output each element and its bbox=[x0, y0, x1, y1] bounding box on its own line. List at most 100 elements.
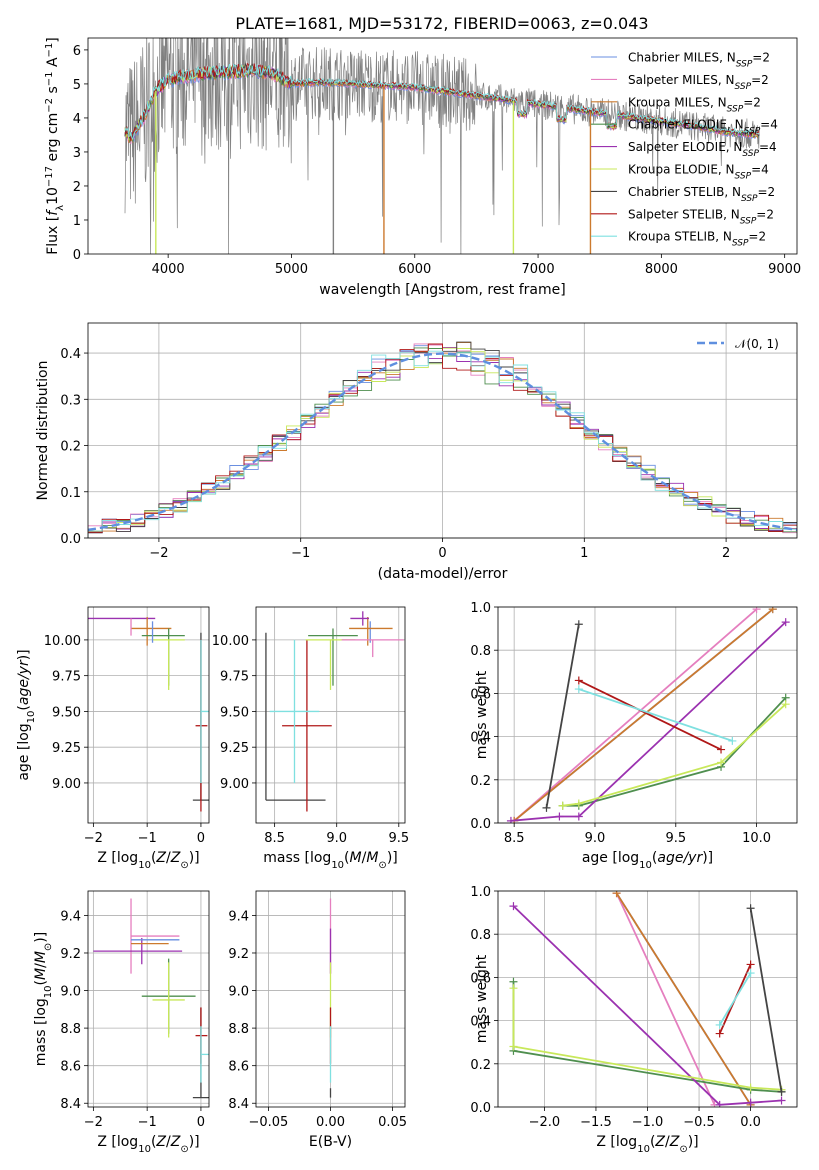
y-tick-label: 8.8 bbox=[228, 1022, 249, 1037]
series-chabrier-stelib bbox=[542, 620, 583, 812]
legend-label: Chabrier ELODIE, NSSP=4 bbox=[628, 118, 778, 137]
y-tick-label: 6 bbox=[73, 44, 81, 59]
series-kroupa-stelib bbox=[715, 969, 755, 1029]
series-kroupa-elodie bbox=[558, 700, 790, 810]
y-tick-label: 4 bbox=[73, 112, 81, 127]
plot-area-weight-vs-Z bbox=[509, 891, 786, 1107]
x-tick-label: 9.5 bbox=[388, 831, 409, 846]
x-tick-label: 0.0 bbox=[740, 1115, 761, 1130]
legend-label: Salpeter MILES, NSSP=2 bbox=[628, 73, 769, 92]
series-chabrier-stelib bbox=[746, 904, 786, 1096]
series-point-marker bbox=[715, 1020, 724, 1029]
plot-area-spectrum bbox=[124, 38, 761, 254]
errorbar-salpeter-stelib bbox=[282, 639, 332, 812]
legend-label: Kroupa STELIB, NSSP=2 bbox=[628, 230, 766, 249]
x-axis-label: E(B-V) bbox=[309, 1134, 352, 1150]
series-point-marker bbox=[574, 676, 583, 685]
legend-label: Salpeter ELODIE, NSSP=4 bbox=[628, 140, 777, 159]
x-axis-label: Z [log10(Z/Z⊙)] bbox=[97, 850, 199, 871]
panel-residuals: −2 −1 0 1 2 0.0 0.1 0.2 0.3 0.4 𝒩(0, 1) (data-model… bbox=[35, 322, 798, 582]
y-tick-label: 9.2 bbox=[228, 947, 249, 962]
x-tick-label: 6000 bbox=[398, 262, 431, 277]
y-tick-label: 0 bbox=[73, 248, 81, 263]
series-line bbox=[718, 972, 752, 1026]
series-line bbox=[615, 892, 752, 1106]
y-tick-label: 9.4 bbox=[60, 909, 81, 924]
histogram-kroupa-stelib bbox=[88, 350, 797, 538]
y-tick-label: 0.6 bbox=[470, 971, 491, 986]
errorbar-salpeter-miles bbox=[130, 898, 180, 974]
x-tick-label: 7000 bbox=[522, 262, 555, 277]
y-tick-label: 0.0 bbox=[60, 532, 81, 547]
series-point-marker bbox=[574, 620, 583, 629]
panel-age-vs-Z: −2 −1 0 9.00 9.25 9.50 9.75 10.00 Z [log10(Z/Z⊙)… bbox=[16, 606, 210, 871]
x-tick-label: 1 bbox=[580, 546, 588, 561]
series-point-marker bbox=[509, 1042, 518, 1051]
panel-mass-vs-Z: −2 −1 0 8.4 8.6 8.8 9.0 9.2 9.4 Z [log10(Z/Z⊙)] ma… bbox=[33, 890, 210, 1155]
x-tick-label: −1 bbox=[138, 831, 157, 846]
y-tick-label: 9.50 bbox=[52, 705, 81, 720]
panel-weight-vs-age: 8.5 9.0 9.5 10.0 0.0 0.2 0.4 0.6 0.8 1.0 age [log1… bbox=[470, 601, 798, 871]
series-point-marker bbox=[715, 1100, 724, 1107]
y-axis-label: Flux [fλ10−17 erg cm−2 s−1 A−1] bbox=[44, 37, 66, 255]
y-axis-label: mass weight bbox=[474, 954, 490, 1043]
y-tick-label: 0.4 bbox=[470, 1015, 491, 1030]
y-tick-label: 0.6 bbox=[470, 687, 491, 702]
y-tick-label: 1.0 bbox=[470, 885, 491, 900]
y-axis-label: age [log10(age/yr)] bbox=[16, 649, 37, 780]
y-tick-label: 9.25 bbox=[220, 741, 249, 756]
errorbar-chabrier-elodie bbox=[308, 628, 358, 686]
y-tick-label: 1 bbox=[73, 214, 81, 229]
axes-frame bbox=[255, 606, 406, 824]
y-tick-label: 0.1 bbox=[60, 486, 81, 501]
series-line bbox=[578, 688, 733, 742]
series-point-marker bbox=[715, 1029, 724, 1038]
legend-label: Kroupa ELODIE, NSSP=4 bbox=[628, 163, 769, 182]
series-point-marker bbox=[752, 607, 761, 614]
errorbar-chabrier-stelib bbox=[265, 632, 326, 801]
x-tick-label: −0.5 bbox=[683, 1115, 715, 1130]
errorbar-salpeter-elodie bbox=[93, 937, 183, 965]
series-point-marker bbox=[717, 758, 726, 767]
panel-mass-vs-ebv: −0.05 0.00 0.05 8.4 8.6 8.8 9.0 9.2 9.4 E(B-V) bbox=[228, 890, 407, 1150]
x-axis-label: mass [log10(M/M⊙)] bbox=[263, 850, 398, 871]
series-point-marker bbox=[506, 816, 515, 823]
series-line bbox=[510, 621, 787, 822]
legend-label: Kroupa MILES, NSSP=2 bbox=[628, 95, 761, 114]
axes-frame bbox=[87, 890, 210, 1108]
x-tick-label: 2 bbox=[722, 546, 730, 561]
y-axis-label: Normed distribution bbox=[35, 361, 51, 501]
y-tick-label: 8.4 bbox=[228, 1097, 249, 1112]
x-tick-label: −0.05 bbox=[248, 1115, 288, 1130]
y-tick-label: 9.2 bbox=[60, 947, 81, 962]
y-tick-label: 1.0 bbox=[470, 601, 491, 616]
axes-frame bbox=[255, 890, 406, 1108]
x-tick-label: 0 bbox=[197, 1115, 205, 1130]
x-tick-label: 8000 bbox=[645, 262, 678, 277]
series-line bbox=[562, 703, 787, 807]
y-tick-label: 0.3 bbox=[60, 393, 81, 408]
series-point-marker bbox=[746, 960, 755, 969]
series-line bbox=[615, 892, 716, 1106]
errorbar-kroupa-miles bbox=[349, 617, 393, 646]
y-tick-label: 9.0 bbox=[228, 985, 249, 1000]
series-point-marker bbox=[728, 736, 737, 745]
y-tick-label: 9.00 bbox=[52, 777, 81, 792]
errorbar-kroupa-elodie bbox=[152, 639, 185, 690]
series-point-marker bbox=[542, 803, 551, 812]
series-line bbox=[512, 905, 782, 1106]
y-tick-label: 0.2 bbox=[470, 774, 491, 789]
y-tick-label: 9.75 bbox=[52, 670, 81, 685]
x-tick-label: 0 bbox=[438, 546, 446, 561]
series-point-marker bbox=[558, 801, 567, 810]
x-tick-label: −1 bbox=[291, 546, 310, 561]
plot-area-age-vs-mass bbox=[265, 611, 404, 812]
y-tick-label: 0.4 bbox=[470, 731, 491, 746]
legend-label: Chabrier STELIB, NSSP=2 bbox=[628, 185, 775, 204]
plot-layer: 4000 5000 6000 7000 8000 9000 0 1 2 3 4 5 6 Chabrier … bbox=[16, 37, 801, 1155]
x-tick-label: 0 bbox=[197, 831, 205, 846]
series-line bbox=[512, 988, 782, 1091]
figure-title: PLATE=1681, MJD=53172, FIBERID=0063, z=0… bbox=[235, 14, 648, 33]
series-point-marker bbox=[746, 1098, 755, 1107]
